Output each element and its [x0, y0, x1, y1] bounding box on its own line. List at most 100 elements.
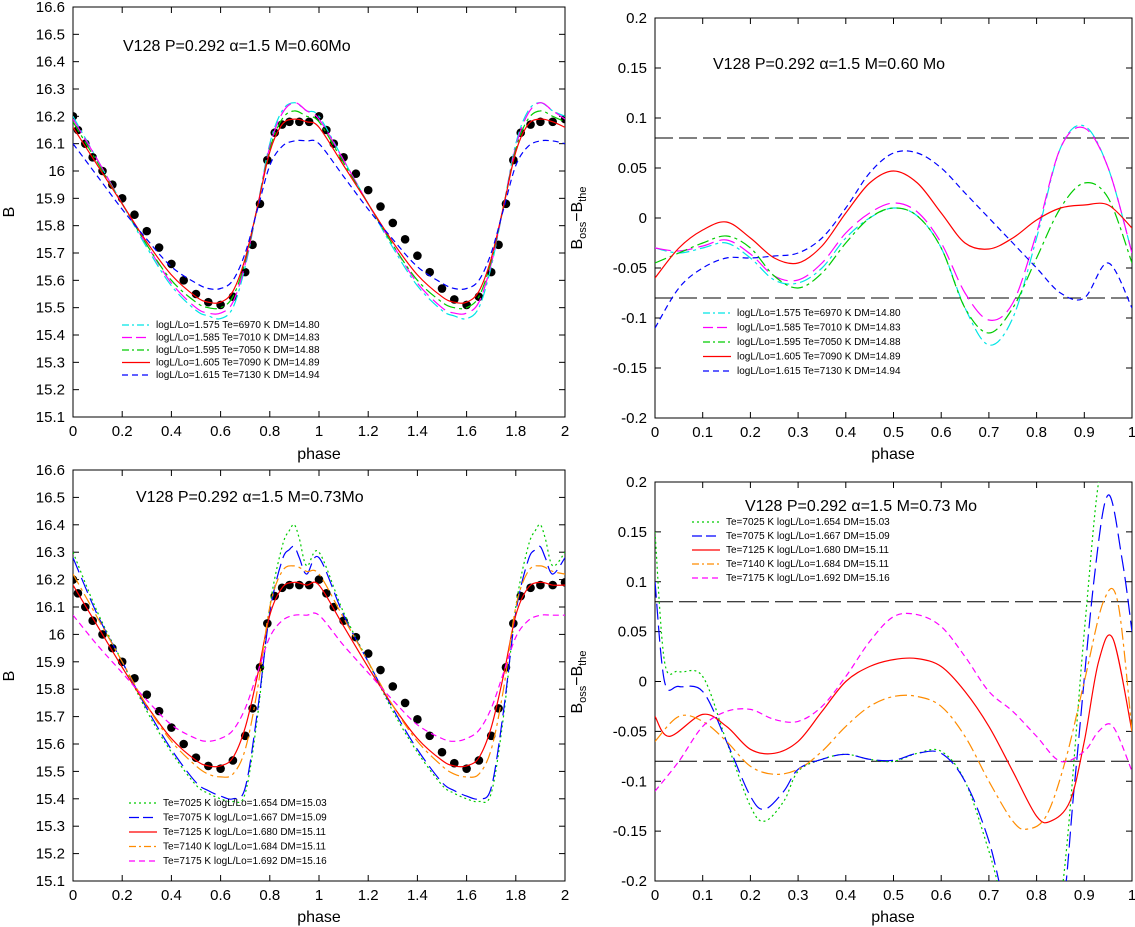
y-tick-label: 16.5 [36, 26, 65, 43]
y-tick-label: 16.1 [36, 136, 65, 153]
observed-point [560, 578, 565, 587]
y-tick-label: 15.8 [36, 681, 65, 698]
x-tick-label: 0.2 [740, 887, 761, 904]
x-tick-label: 0.6 [931, 887, 952, 904]
legend-label: logL/Lo=1.615 Te=7130 K DM=14.94 [737, 366, 901, 377]
legend-label: logL/Lo=1.605 Te=7090 K DM=14.89 [737, 352, 901, 363]
observed-point [388, 682, 398, 691]
observed-point [154, 706, 164, 716]
y-tick-label: 16 [48, 163, 65, 180]
observed-point [425, 731, 435, 741]
x-tick-label: 1.4 [407, 887, 428, 904]
legend-label: Te=7025 K logL/Lo=1.654 DM=15.03 [726, 517, 890, 528]
observed-point [413, 715, 422, 724]
x-tick-label: 0.7 [978, 887, 999, 904]
series-line [73, 102, 565, 315]
x-tick-label: 0.8 [259, 887, 280, 904]
x-tick-label: 0.1 [692, 424, 713, 441]
y-axis-label: Boss−Bthe [569, 650, 589, 713]
legend-label: logL/Lo=1.595 Te=7050 K DM=14.88 [156, 345, 320, 356]
y-axis-label: Boss−Bthe [569, 186, 589, 249]
x-tick-label: 0.8 [1026, 887, 1047, 904]
observed-point [191, 753, 201, 762]
y-tick-label: 15.1 [36, 873, 65, 890]
legend-label: logL/Lo=1.605 Te=7090 K DM=14.89 [156, 358, 320, 369]
observed-point [179, 739, 188, 749]
y-tick-label: 15.4 [36, 327, 65, 344]
legend-label: Te=7125 K logL/Lo=1.680 DM=15.11 [726, 545, 889, 556]
x-axis-label: phase [871, 446, 915, 463]
x-tick-label: 0.8 [259, 423, 280, 440]
series-line [655, 182, 1132, 334]
y-axis-label-sub-the: the [577, 650, 589, 665]
y-tick-label: -0.1 [621, 773, 647, 790]
x-tick-label: 0.6 [210, 887, 231, 904]
y-tick-label: 0.15 [618, 524, 647, 541]
x-tick-label: 0.1 [692, 887, 713, 904]
y-tick-label: 16 [48, 626, 65, 643]
observed-point [73, 575, 78, 584]
legend-label: Te=7175 K logL/Lo=1.692 DM=15.16 [726, 573, 890, 584]
series-line [655, 170, 1132, 279]
series-line [655, 494, 1132, 881]
y-tick-label: 15.3 [36, 818, 65, 835]
y-tick-label: -0.05 [613, 260, 647, 277]
legend-label: Te=7140 K logL/Lo=1.684 DM=15.11 [726, 559, 889, 570]
observed-point [376, 202, 385, 211]
chart-title: V128 P=0.292 α=1.5 M=0.60Mo [123, 38, 351, 55]
y-tick-label: 0 [639, 210, 647, 227]
observed-point [191, 289, 201, 299]
x-tick-label: 2 [561, 887, 569, 904]
x-tick-label: 0.9 [1074, 887, 1095, 904]
series-line [73, 565, 565, 778]
series-line [73, 118, 565, 304]
legend-label: Te=7025 K logL/Lo=1.654 DM=15.03 [163, 798, 327, 809]
observed-point [228, 756, 238, 765]
x-tick-label: 1.8 [505, 887, 526, 904]
y-tick-label: -0.15 [613, 823, 647, 840]
y-tick-label: 16.3 [36, 81, 65, 98]
observed-point [167, 723, 176, 732]
plot-area [73, 523, 565, 803]
x-tick-label: 1.4 [407, 423, 428, 440]
y-tick-label: 15.3 [36, 354, 65, 371]
y-tick-label: 16.1 [36, 599, 65, 616]
x-tick-label: 0.6 [210, 423, 231, 440]
x-tick-label: 0.4 [161, 887, 182, 904]
x-tick-label: 0.4 [161, 423, 182, 440]
y-tick-label: 15.8 [36, 218, 65, 235]
y-tick-label: 0.15 [618, 60, 647, 77]
legend-label: Te=7075 K logL/Lo=1.667 DM=15.09 [163, 813, 327, 824]
x-tick-label: 0.2 [112, 423, 133, 440]
y-tick-label: 0.1 [626, 574, 647, 591]
y-tick-label: 15.1 [36, 409, 65, 426]
y-tick-label: 15.5 [36, 763, 65, 780]
x-tick-label: 1.8 [505, 423, 526, 440]
observed-point [179, 276, 188, 285]
legend-label: logL/Lo=1.615 Te=7130 K DM=14.94 [156, 370, 320, 381]
y-axis-label-main: B [569, 703, 586, 714]
x-tick-label: 1 [315, 423, 323, 440]
y-tick-label: -0.2 [621, 410, 647, 427]
x-tick-label: 0.2 [740, 424, 761, 441]
observed-point [351, 169, 361, 179]
x-tick-label: 0.3 [788, 424, 809, 441]
x-tick-label: 2 [561, 423, 569, 440]
y-tick-label: 15.7 [36, 709, 65, 726]
series-line [73, 139, 565, 290]
y-tick-label: 16.3 [36, 544, 65, 561]
y-axis-label-minus: −B [569, 666, 586, 686]
y-tick-label: 0.05 [618, 624, 647, 641]
observed-point [314, 575, 324, 584]
legend-label: logL/Lo=1.575 Te=6970 K DM=14.80 [156, 320, 320, 331]
observed-point [400, 698, 410, 708]
legend-label: Te=7140 K logL/Lo=1.684 DM=15.11 [163, 842, 326, 853]
observed-point [142, 690, 152, 699]
observed-point [322, 125, 331, 135]
observed-point [142, 226, 152, 236]
x-tick-label: 0.5 [883, 424, 904, 441]
x-tick-label: 0.5 [883, 887, 904, 904]
observed-point [322, 589, 331, 598]
series-line [73, 523, 565, 803]
